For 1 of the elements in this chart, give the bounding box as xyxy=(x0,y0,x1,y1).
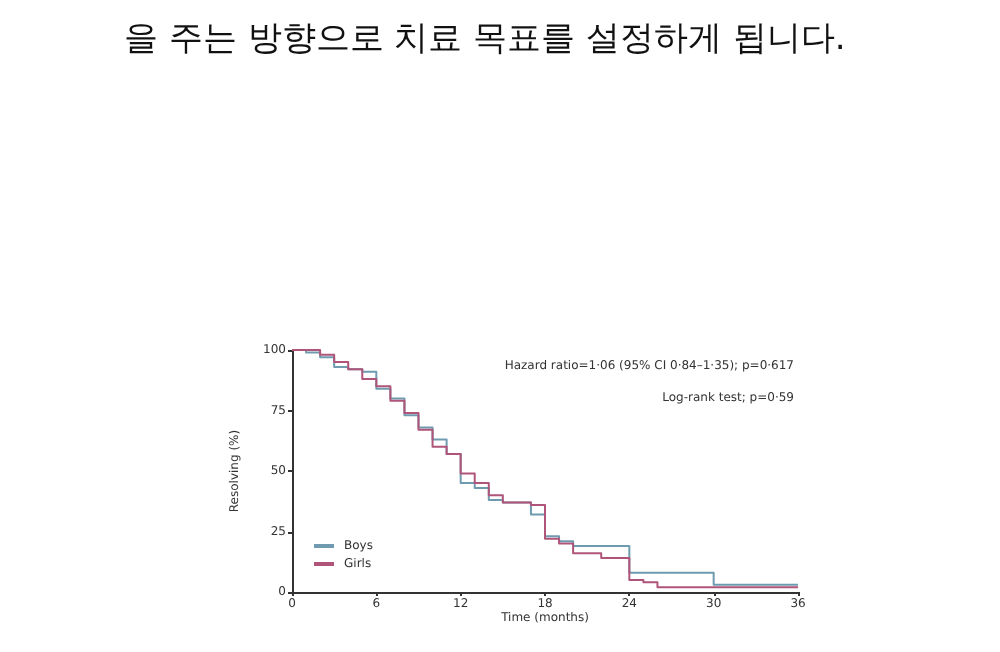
chart-title: 을 주는 방향으로 치료 목표를 설정하게 됩니다. xyxy=(124,19,846,59)
